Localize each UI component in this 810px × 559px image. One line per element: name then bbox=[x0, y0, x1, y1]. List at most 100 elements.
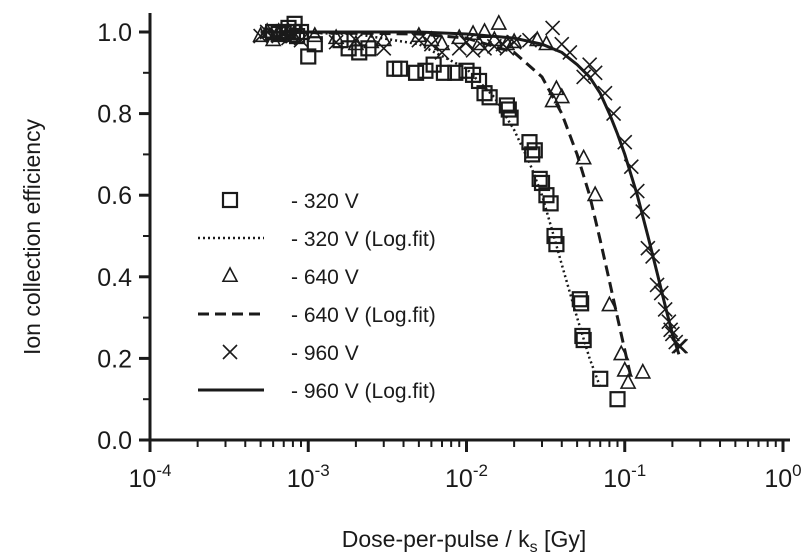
x-tick-base: 10 bbox=[129, 465, 157, 493]
square-point bbox=[592, 370, 609, 387]
triangle-point bbox=[575, 148, 592, 165]
legend-square-swatch bbox=[221, 191, 239, 209]
cross-point bbox=[376, 40, 392, 56]
triangle-point bbox=[505, 32, 523, 49]
square-point bbox=[425, 56, 442, 73]
x-axis-label-main: Dose-per-pulse / k bbox=[342, 526, 530, 552]
square-point bbox=[435, 64, 453, 81]
series-3 bbox=[260, 30, 633, 380]
square-point bbox=[351, 44, 368, 61]
x-tick-label: 10-3 bbox=[287, 461, 330, 493]
square-point bbox=[538, 187, 555, 204]
triangle-point bbox=[327, 28, 345, 45]
cross-point bbox=[411, 32, 427, 48]
x-tick-label: 10-1 bbox=[603, 461, 646, 493]
square-point bbox=[548, 236, 565, 253]
cross-point bbox=[293, 32, 309, 48]
cross-point bbox=[423, 36, 439, 52]
y-tick-label: 0.8 bbox=[97, 101, 132, 129]
cross-point bbox=[458, 34, 475, 50]
cross-point bbox=[476, 40, 493, 56]
x-tick-base: 10 bbox=[603, 465, 631, 493]
x-tick-base: 10 bbox=[445, 465, 473, 493]
y-tick-label: 1.0 bbox=[97, 19, 132, 47]
square-point bbox=[306, 36, 323, 53]
x-tick-label: 10-2 bbox=[445, 461, 488, 493]
axes: 0.00.20.40.60.81.010-4 10-3 10-2 10-1 100 bbox=[97, 13, 802, 493]
x-tick-label: 100 bbox=[764, 461, 801, 493]
cross-point bbox=[597, 85, 613, 101]
cross-point bbox=[562, 44, 578, 60]
legend-cross-swatch bbox=[222, 344, 238, 360]
square-point bbox=[407, 64, 425, 81]
triangle-point bbox=[548, 79, 565, 96]
triangle-point bbox=[553, 87, 571, 104]
x-tick-exponent: -2 bbox=[473, 461, 488, 480]
triangle-point bbox=[433, 34, 451, 51]
cross-point bbox=[348, 32, 364, 48]
square-point bbox=[360, 40, 377, 57]
x-tick-exponent: -1 bbox=[631, 461, 646, 480]
triangle-point bbox=[619, 373, 637, 389]
triangle-point bbox=[306, 26, 324, 43]
cross-point bbox=[328, 34, 344, 50]
legend-entry: - 640 V (Log.fit) bbox=[198, 304, 436, 327]
square-point bbox=[575, 331, 592, 349]
x-tick-base: 10 bbox=[764, 465, 792, 493]
y-tick-label: 0.4 bbox=[97, 264, 132, 292]
triangle-point bbox=[601, 295, 618, 312]
square-point bbox=[391, 60, 409, 77]
legend-entry: - 960 V (Log.fit) bbox=[198, 380, 436, 403]
fit-line bbox=[260, 30, 681, 355]
x-tick-base: 10 bbox=[287, 465, 315, 493]
y-tick-label: 0.0 bbox=[97, 427, 132, 455]
triangle-point bbox=[490, 14, 508, 30]
square-point bbox=[574, 327, 591, 345]
legend-label: - 320 V bbox=[291, 190, 359, 213]
legend-triangle-swatch bbox=[221, 266, 239, 283]
x-axis-label-subscript: s bbox=[530, 539, 538, 556]
y-tick-label: 0.6 bbox=[97, 182, 132, 210]
y-axis-label: Ion collection efficiency bbox=[19, 118, 45, 355]
triangle-point bbox=[476, 22, 493, 39]
legend-label: - 640 V bbox=[291, 266, 359, 289]
square-point bbox=[470, 72, 488, 90]
plot-area bbox=[252, 14, 689, 408]
legend: - 320 V - 320 V (Log.fit) - 640 V - 640 V (… bbox=[198, 190, 436, 403]
fit-line bbox=[260, 30, 633, 380]
triangle-point bbox=[528, 30, 546, 47]
cross-point bbox=[486, 38, 502, 54]
cross-point bbox=[576, 69, 592, 85]
cross-point bbox=[582, 57, 598, 73]
legend-label: - 640 V (Log.fit) bbox=[291, 304, 436, 327]
legend-entry: - 320 V bbox=[221, 190, 359, 213]
x-tick-label: 10-4 bbox=[129, 461, 172, 493]
y-tick-label: 0.2 bbox=[97, 345, 132, 373]
legend-entry: - 320 V (Log.fit) bbox=[198, 228, 436, 251]
square-point bbox=[533, 174, 551, 192]
square-point bbox=[521, 134, 538, 151]
triangle-point bbox=[362, 32, 380, 49]
legend-label: - 960 V (Log.fit) bbox=[291, 380, 436, 403]
x-axis-label: Dose-per-pulse / ks [Gy] bbox=[342, 526, 586, 556]
x-axis-label-unit: [Gy] bbox=[538, 526, 587, 552]
series-5 bbox=[260, 30, 681, 355]
triangle-point bbox=[586, 185, 604, 202]
square-point bbox=[481, 89, 498, 106]
square-point bbox=[531, 170, 548, 187]
square-point bbox=[447, 64, 464, 81]
legend-label: - 960 V bbox=[291, 342, 359, 365]
x-tick-exponent: -4 bbox=[156, 461, 171, 480]
triangle-point bbox=[375, 30, 393, 47]
square-point bbox=[386, 60, 403, 77]
triangle-point bbox=[423, 30, 440, 47]
legend-entry: - 640 V bbox=[221, 266, 359, 289]
legend-label: - 320 V (Log.fit) bbox=[291, 228, 436, 251]
square-point bbox=[498, 97, 515, 114]
triangle-point bbox=[538, 34, 555, 51]
legend-entry: - 960 V bbox=[222, 342, 359, 365]
fit-line bbox=[260, 30, 602, 388]
square-point bbox=[476, 85, 493, 102]
cross-point bbox=[434, 44, 450, 60]
